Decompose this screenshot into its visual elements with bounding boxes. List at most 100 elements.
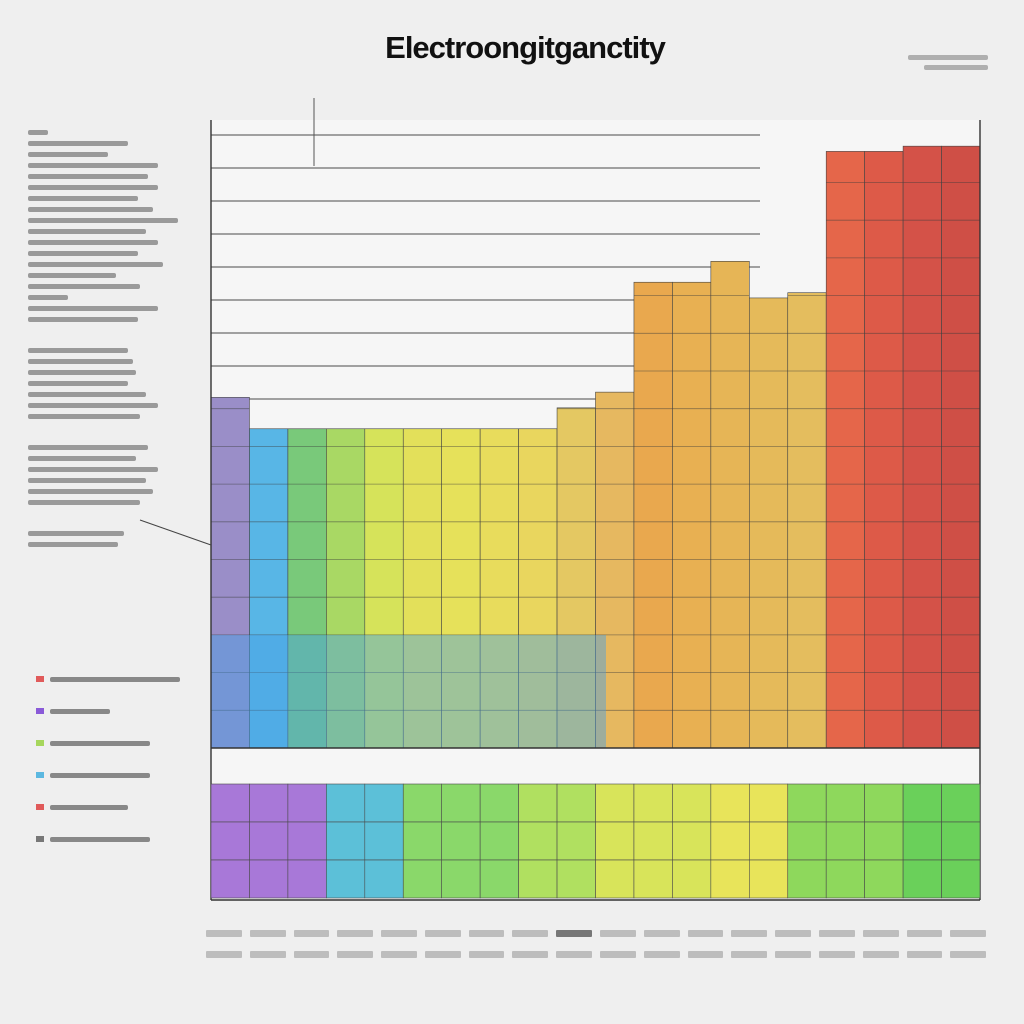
lower-band-cell <box>249 859 289 899</box>
bar-fill <box>633 281 673 749</box>
legend <box>36 676 196 842</box>
bar-fill <box>672 281 712 749</box>
lower-band-cell <box>787 783 827 823</box>
bar <box>902 145 942 749</box>
lower-band-cell <box>710 821 750 861</box>
lower-band-cell <box>787 821 827 861</box>
lower-band-cell <box>441 783 481 823</box>
lower-band-cell <box>710 859 750 899</box>
bar <box>287 428 327 749</box>
lower-band-cell <box>441 821 481 861</box>
bar <box>748 297 789 749</box>
legend-item <box>36 676 196 682</box>
lower-band-cell <box>633 859 673 899</box>
lower-band-cell <box>825 859 865 899</box>
lower-band-cell <box>787 859 827 899</box>
lower-band-cell <box>326 859 366 899</box>
lower-band-cell <box>210 783 250 823</box>
lower-band-cell <box>748 821 789 861</box>
lower-band-cell <box>518 783 558 823</box>
lower-band-cell <box>402 821 443 861</box>
bar <box>556 407 596 749</box>
lower-band-cell <box>825 821 865 861</box>
bar-fill <box>787 292 827 749</box>
bar <box>479 428 519 749</box>
bar-fill <box>326 428 366 749</box>
lower-band-cell <box>864 783 904 823</box>
lower-band-cell <box>402 859 443 899</box>
legend-item <box>36 772 196 778</box>
lower-band-cell <box>326 783 366 823</box>
legend-item <box>36 804 196 810</box>
lower-band-cell <box>710 783 750 823</box>
lower-band-cell <box>479 821 519 861</box>
lower-band-cell <box>479 783 519 823</box>
lower-band-cell <box>402 783 443 823</box>
bar <box>710 260 750 749</box>
lower-band-cell <box>287 821 327 861</box>
bar <box>441 428 481 749</box>
lower-band-cell <box>210 859 250 899</box>
bar <box>825 151 865 749</box>
lower-band-cell <box>287 783 327 823</box>
lower-band-cell <box>441 859 481 899</box>
lower-band-cell <box>364 859 404 899</box>
bar-fill <box>825 151 865 749</box>
x-axis-labels <box>206 930 987 958</box>
lower-band-cell <box>633 783 673 823</box>
bar-fill <box>748 297 789 749</box>
bar-fill <box>941 145 981 749</box>
bar-fill <box>518 428 558 749</box>
bar-fill <box>479 428 519 749</box>
lower-band-cell <box>249 783 289 823</box>
lower-band-cell <box>518 821 558 861</box>
lower-band-cell <box>941 859 981 899</box>
lower-band-cell <box>748 783 789 823</box>
legend-item <box>36 836 196 842</box>
corner-note <box>898 55 988 70</box>
bar <box>633 281 673 749</box>
lower-band-cell <box>902 821 942 861</box>
bar <box>941 145 981 749</box>
lower-band-cell <box>556 859 596 899</box>
lower-band-cell <box>479 859 519 899</box>
lower-band-cell <box>364 821 404 861</box>
lower-band-cell <box>748 859 789 899</box>
lower-band-cell <box>825 783 865 823</box>
lower-band-cell <box>249 821 289 861</box>
lower-band-cell <box>210 821 250 861</box>
annotation-leader <box>139 519 212 546</box>
bar-fill <box>902 145 942 749</box>
bar-fill <box>556 407 596 749</box>
bar <box>518 428 558 749</box>
lower-band-cell <box>287 859 327 899</box>
band-tint <box>211 635 606 748</box>
lower-band-cell <box>595 821 635 861</box>
lower-band-cell <box>672 783 712 823</box>
bar-fill <box>287 428 327 749</box>
bar-fill <box>402 428 443 749</box>
bar <box>402 428 443 749</box>
lower-band-cell <box>364 783 404 823</box>
bar <box>864 151 904 749</box>
lower-band-cell <box>633 821 673 861</box>
lower-band-cell <box>864 859 904 899</box>
lower-band-cell <box>672 859 712 899</box>
lower-band-cell <box>326 821 366 861</box>
bar <box>787 292 827 749</box>
bar-fill <box>710 260 750 749</box>
lower-band-cell <box>556 783 596 823</box>
lower-band-cell <box>518 859 558 899</box>
legend-item <box>36 708 196 714</box>
bar <box>672 281 712 749</box>
bar <box>326 428 366 749</box>
lower-band-cell <box>864 821 904 861</box>
lower-band-cell <box>672 821 712 861</box>
bar-fill <box>864 151 904 749</box>
chart-title: Electroongitganctity <box>385 30 666 65</box>
lower-band-cell <box>556 821 596 861</box>
lower-band-cell <box>902 859 942 899</box>
bar-fill <box>441 428 481 749</box>
legend-item <box>36 740 196 746</box>
